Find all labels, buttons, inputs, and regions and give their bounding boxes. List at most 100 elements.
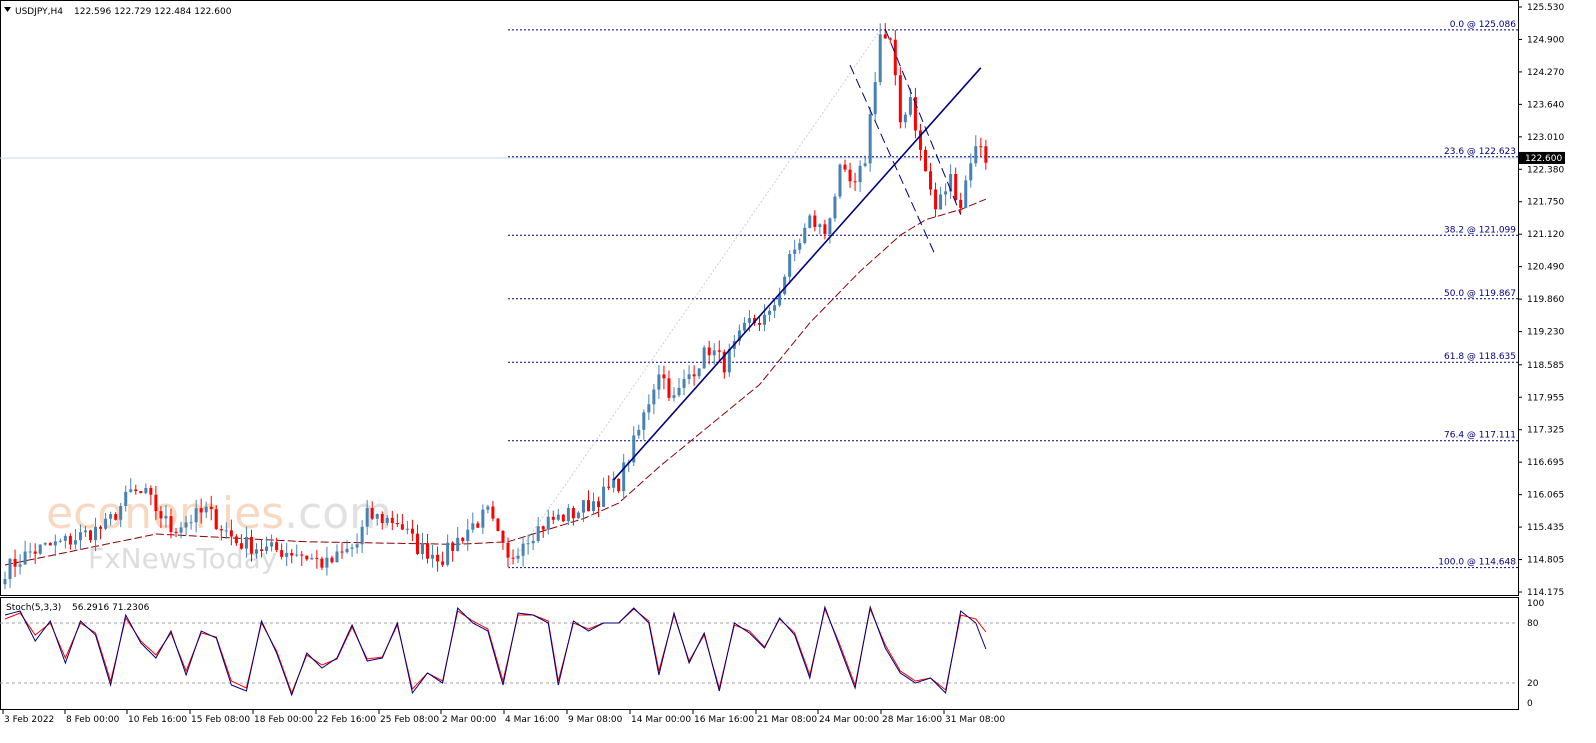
price-axis[interactable]: 125.530 124.900 124.270 123.640 123.010 122.3… — [1518, 3, 1565, 598]
candle-body — [370, 508, 374, 519]
candle-body — [742, 322, 746, 331]
candle — [385, 515, 389, 526]
stoch-main-line — [4, 605, 987, 697]
watermark: economies.com FxNewsToday — [46, 488, 392, 575]
candle — [310, 553, 314, 560]
y-tick-label: 115.435 — [1527, 523, 1564, 533]
candle — [179, 521, 183, 539]
candle — [295, 544, 299, 557]
candle-body — [109, 514, 113, 519]
candle-body — [763, 314, 767, 325]
candle — [768, 307, 772, 322]
candle-body — [33, 551, 37, 554]
y-tick-label: 117.955 — [1527, 393, 1564, 403]
candle — [83, 525, 87, 537]
candle-body — [571, 508, 575, 519]
stochastic-panel[interactable]: 100 80 20 0 — [0, 599, 1544, 709]
candle-body — [566, 508, 570, 522]
candle-body — [677, 387, 681, 396]
candle-body — [255, 549, 258, 554]
candle — [501, 529, 505, 550]
candle-body — [451, 542, 455, 551]
candle-body — [461, 537, 465, 541]
candle — [360, 520, 364, 554]
candle-body — [918, 130, 922, 150]
x-tick-label: 14 Mar 00:00 — [631, 715, 691, 725]
candle — [974, 135, 978, 167]
candle — [68, 533, 72, 550]
candle-body — [83, 530, 87, 533]
candle-body — [320, 558, 324, 568]
candle-body — [959, 199, 963, 208]
candle-body — [290, 552, 294, 556]
fib-level-label: 100.0 @ 114.648 — [1438, 558, 1516, 568]
candle-body — [556, 514, 560, 520]
candle-body — [73, 540, 77, 545]
candle-body — [516, 555, 520, 559]
candle — [400, 513, 404, 531]
candle-body — [984, 146, 988, 163]
candle — [330, 555, 334, 564]
candle-body — [265, 546, 269, 552]
candle — [863, 155, 867, 168]
candle — [908, 88, 912, 117]
candle — [818, 223, 822, 235]
candle — [737, 324, 741, 346]
candle — [571, 505, 575, 526]
candle — [325, 546, 329, 576]
candle — [365, 500, 369, 536]
candle-body — [672, 395, 676, 398]
candle-body — [727, 348, 731, 373]
candle-body — [758, 322, 761, 325]
candle — [224, 522, 228, 539]
candle — [345, 540, 349, 554]
candle — [229, 519, 233, 546]
candle-body — [858, 165, 862, 183]
channel-line[interactable] — [884, 28, 962, 215]
channel-line[interactable] — [849, 65, 937, 257]
candle — [778, 287, 782, 308]
x-tick-label: 24 Mar 00:00 — [819, 715, 879, 725]
candle-body — [561, 514, 565, 522]
y-tick-label: 125.530 — [1527, 3, 1564, 13]
candle-body — [737, 330, 741, 342]
candle — [546, 509, 550, 535]
y-tick-label: 124.900 — [1527, 35, 1564, 45]
candle-body — [783, 276, 787, 295]
candle-body — [355, 544, 359, 548]
ma-line — [4, 198, 987, 566]
fibonacci-levels[interactable]: 0.0 @ 125.086 23.6 @ 122.623 38.2 @ 121.09… — [507, 20, 1518, 569]
time-axis[interactable]: 3 Feb 2022 8 Feb 00:00 10 Feb 16:00 15 Feb … — [2, 710, 1005, 725]
candle-body — [275, 542, 279, 551]
drawn-lines[interactable] — [613, 28, 982, 481]
candle — [858, 160, 862, 192]
candle — [687, 365, 691, 385]
candle — [380, 511, 384, 530]
candle — [823, 219, 827, 240]
candle-body — [260, 549, 264, 552]
candle — [913, 87, 917, 139]
y-tick-label: 120.490 — [1527, 263, 1564, 273]
candle-body — [456, 537, 460, 551]
candle-body — [773, 305, 777, 311]
candle — [199, 498, 203, 524]
candle — [58, 538, 62, 543]
candle — [456, 527, 460, 552]
y-tick-label: 123.640 — [1527, 100, 1564, 110]
candle-body — [295, 554, 299, 556]
stoch-tick-label: 100 — [1527, 599, 1544, 609]
candle — [878, 23, 882, 86]
candle — [249, 529, 253, 562]
candle — [536, 517, 540, 543]
collapse-triangle-icon[interactable] — [4, 7, 11, 12]
candle — [742, 317, 746, 334]
candle — [979, 137, 983, 157]
candle — [119, 502, 123, 528]
candle-body — [617, 478, 621, 492]
candle-body — [375, 513, 379, 519]
fib-level-label: 61.8 @ 118.635 — [1444, 352, 1516, 362]
candle-body — [400, 524, 404, 530]
candle-body — [204, 506, 208, 513]
trendline[interactable] — [613, 67, 982, 481]
